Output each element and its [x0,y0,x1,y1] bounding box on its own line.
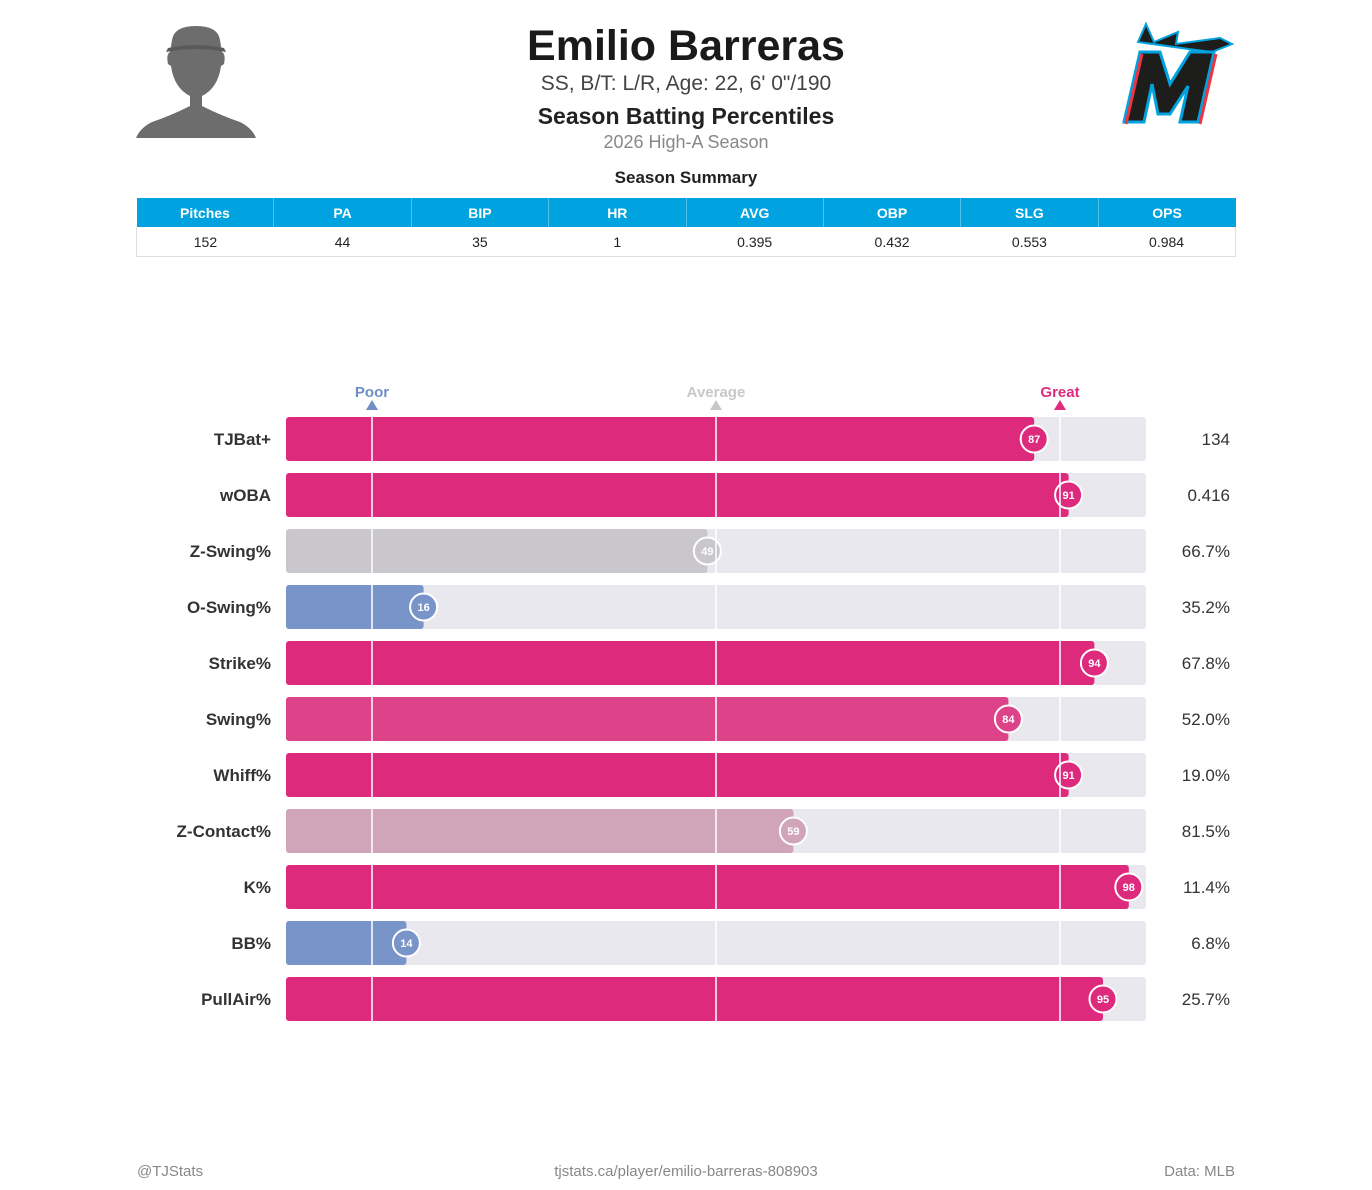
percentile-chart: TJBat+ 134 wOBA 0.416 Z-Swing% 66.7% O-Swing% 3… [177,384,1230,1021]
player-info: SS, B/T: L/R, Age: 22, 6' 0"/190 [540,72,832,95]
percentile-marker [1088,984,1118,1014]
metric-label: TJBat+ [214,430,271,449]
chart-title: Season Batting Percentiles [537,103,835,129]
summary-value-bip: 35 [411,227,549,257]
player-name: Emilio Barreras [527,22,845,70]
reference-triangle [710,400,722,410]
stat-value: 66.7% [1182,542,1230,561]
summary-value-pitches: 152 [135,227,274,257]
percentile-bar [286,529,708,573]
summary-header-slg: SLG [960,198,1099,227]
percentile-marker [692,536,722,566]
percentile-bar [286,809,794,853]
stat-value: 11.4% [1183,878,1230,897]
stat-value: 19.0% [1182,766,1230,785]
percentile-label: 14 [400,938,413,950]
percentile-marker [1019,424,1049,454]
percentile-label: 94 [1088,658,1101,670]
summary-value-hr: 1 [548,227,686,257]
footer-credit: @TJStats [137,1163,204,1180]
summary-header-bip: BIP [411,198,550,227]
percentile-marker [1079,648,1109,678]
summary-header-pitches: Pitches [136,198,275,227]
percentile-label: 95 [1097,994,1109,1006]
summary-header-avg: AVG [686,198,824,227]
summary-title: Season Summary [614,168,758,187]
percentile-marker [409,592,439,622]
percentile-bar [286,921,407,965]
percentile-bar [286,977,1103,1021]
summary-value-row: 152 44 35 1 0.395 0.432 0.553 0.984 [135,227,1237,257]
reference-label: Great [1040,384,1079,401]
chart-subtitle: 2026 High-A Season [603,132,769,152]
percentile-label: 49 [701,546,713,558]
reference-label: Average [687,384,746,401]
summary-header-obp: OBP [823,198,962,227]
percentile-marker [1054,760,1084,790]
stat-value: 25.7% [1182,990,1230,1009]
metric-label: Whiff% [213,766,271,785]
summary-value-avg: 0.395 [686,227,824,257]
footer-url: tjstats.ca/player/emilio-barreras-808903 [554,1163,818,1180]
metric-label: Z-Contact% [177,822,271,841]
summary-value-slg: 0.553 [960,227,1099,257]
percentile-bar [286,585,424,629]
metric-label: BB% [231,934,271,953]
stat-value: 52.0% [1182,710,1230,729]
metric-label: O-Swing% [187,598,271,617]
percentile-marker [993,704,1023,734]
percentile-bar [286,473,1069,517]
stat-value: 35.2% [1182,598,1230,617]
stat-value: 6.8% [1191,934,1230,953]
percentile-label: 91 [1062,490,1074,502]
percentile-bar [286,865,1129,909]
percentile-marker [778,816,808,846]
stat-value: 81.5% [1182,822,1230,841]
summary-value-pa: 44 [273,227,412,257]
summary-value-ops: 0.984 [1098,227,1237,257]
footer-source: Data: MLB [1164,1163,1235,1180]
metric-label: Swing% [206,710,271,729]
player-silhouette-icon [136,26,256,138]
stat-value: 67.8% [1182,654,1230,673]
percentile-bar [286,697,1009,741]
percentile-bar [286,641,1095,685]
percentile-bar [286,753,1069,797]
marlins-logo-icon [1122,21,1235,125]
percentile-label: 16 [417,602,429,614]
percentile-marker [391,928,421,958]
metric-label: K% [244,878,271,897]
summary-value-obp: 0.432 [823,227,961,257]
percentile-label: 91 [1062,770,1074,782]
percentile-marker [1054,480,1084,510]
percentile-label: 59 [787,826,799,838]
metric-label: PullAir% [201,990,271,1009]
metric-label: Z-Swing% [190,542,271,561]
summary-header-ops: OPS [1098,198,1236,227]
stat-value: 134 [1202,430,1230,449]
metric-label: wOBA [219,486,271,505]
percentile-marker [1114,872,1144,902]
percentile-label: 98 [1123,882,1135,894]
percentile-label: 87 [1028,434,1040,446]
summary-header-pa: PA [273,198,412,227]
summary-header-row: Pitches PA BIP HR AVG OBP SLG OPS [136,198,1236,227]
reference-triangle [1054,400,1066,410]
metric-label: Strike% [209,654,271,673]
percentile-bar [286,417,1035,461]
reference-label: Poor [355,384,389,401]
stat-value: 0.416 [1187,486,1230,505]
percentile-label: 84 [1002,714,1015,726]
reference-triangle [366,400,378,410]
season-summary-table: Pitches PA BIP HR AVG OBP SLG OPS 152 44… [135,198,1237,257]
summary-header-hr: HR [548,198,687,227]
